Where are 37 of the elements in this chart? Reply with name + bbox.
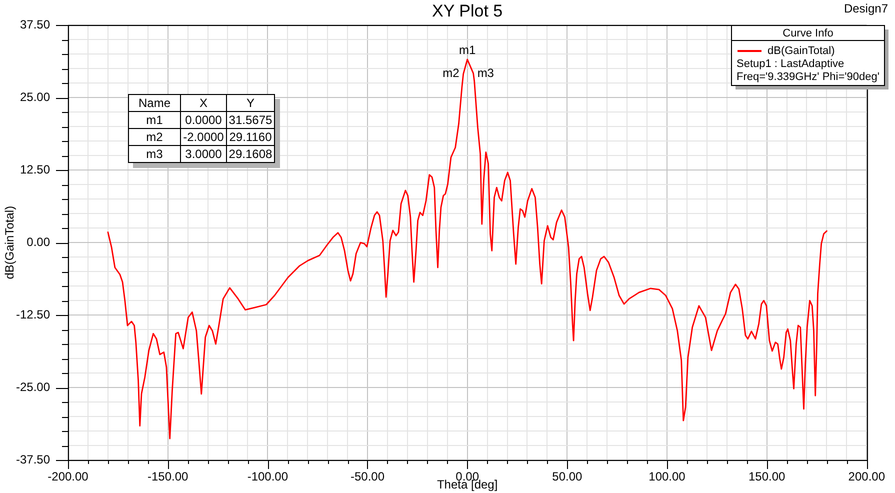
x-tick-label: 50.00	[552, 470, 582, 484]
annotation: m3	[477, 66, 494, 80]
y-tick-label: 37.50	[20, 18, 50, 32]
annotation: Setup1 : LastAdaptive	[736, 58, 844, 70]
annotation: 29.1608	[226, 146, 274, 162]
annotation: 3.0000	[180, 146, 226, 162]
annotation: X	[180, 94, 226, 112]
y-tick-label: -12.50	[16, 307, 50, 322]
x-tick-label: 200.00	[848, 470, 886, 484]
annotation: 0.0000	[180, 112, 226, 128]
y-tick-label: -37.50	[16, 452, 50, 466]
y-tick-label: 12.50	[20, 162, 50, 176]
annotation: m1	[128, 112, 180, 128]
annotation: 31.5675	[226, 112, 274, 128]
annotation: -2.0000	[180, 128, 226, 146]
legend-title: Curve Info	[782, 28, 834, 40]
annotation: m2	[442, 66, 460, 80]
chart-subtitle: Design7	[844, 1, 888, 16]
y-tick-label: 0.00	[26, 234, 50, 249]
annotation: m3	[128, 146, 180, 162]
x-tick-label: -100.00	[247, 470, 288, 484]
annotation: Name	[128, 94, 180, 112]
legend-label: dB(GainTotal)	[768, 45, 835, 58]
annotation: Freq='9.339GHz' Phi='90deg'	[736, 71, 880, 84]
x-tick-label: -150.00	[147, 470, 189, 484]
chart-title: XY Plot 5	[432, 2, 503, 21]
x-tick-label: 150.00	[748, 470, 786, 484]
annotation: m2	[128, 128, 180, 146]
y-tick-label: 25.00	[20, 90, 50, 104]
annotation: m1	[458, 42, 476, 57]
x-tick-label: 100.00	[648, 470, 686, 484]
x-tick-label: -200.00	[48, 470, 89, 484]
y-axis-title: dB(GainTotal)	[2, 206, 16, 280]
annotation: Y	[226, 94, 274, 112]
y-tick-label: -25.00	[16, 380, 50, 394]
annotation: 29.1160	[226, 128, 274, 146]
x-tick-label: -50.00	[350, 470, 385, 484]
